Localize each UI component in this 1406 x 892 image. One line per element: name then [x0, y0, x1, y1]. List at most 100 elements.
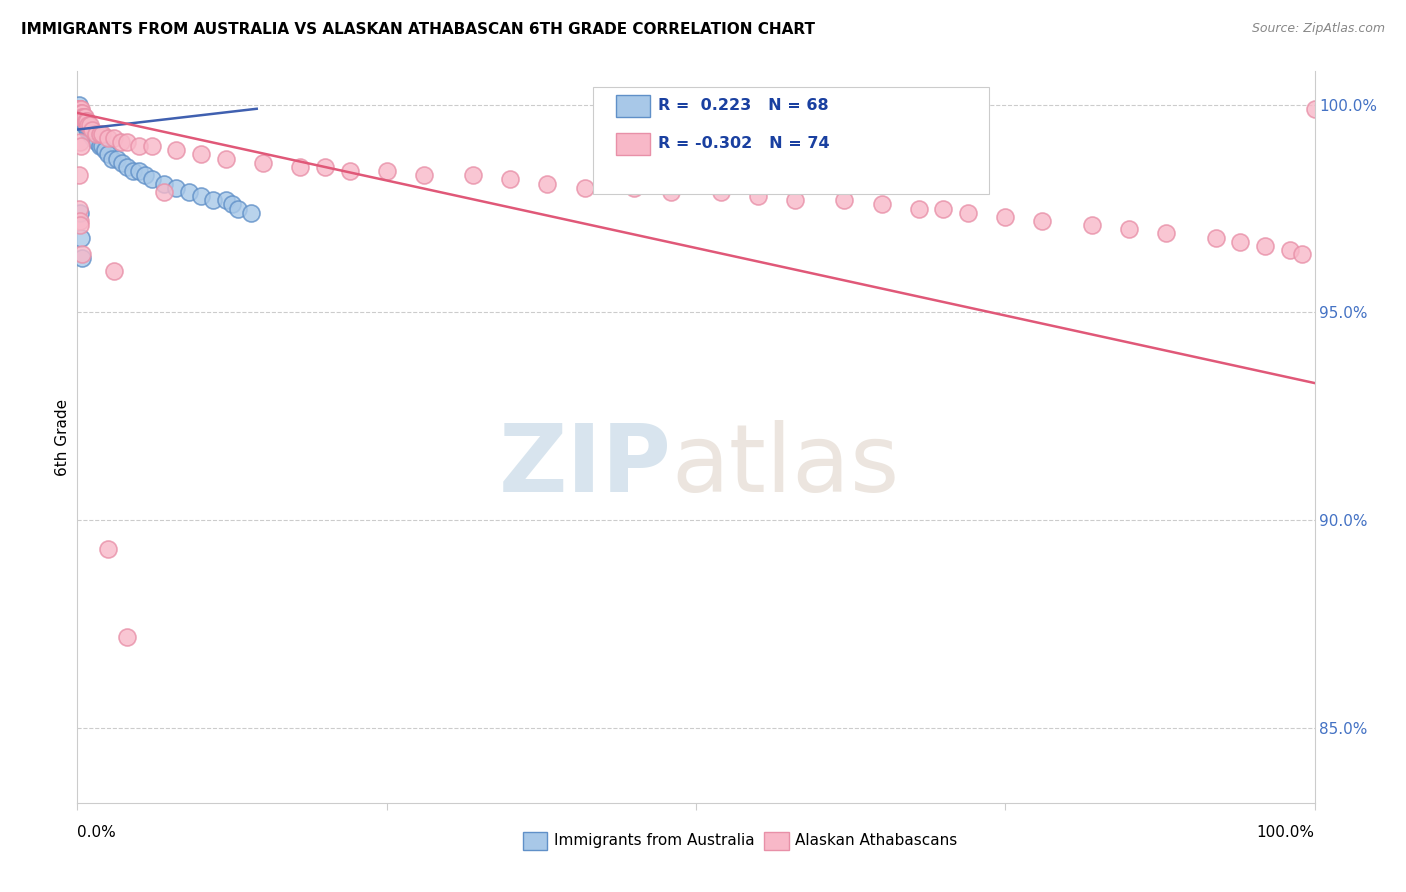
- Point: [73, 110, 96, 124]
- Point: [70, 110, 93, 124]
- Point: [76, 122, 98, 136]
- Point: [1154, 227, 1177, 241]
- Point: [72, 110, 94, 124]
- Text: Alaskan Athabascans: Alaskan Athabascans: [794, 833, 957, 848]
- Point: [69, 102, 91, 116]
- Point: [165, 180, 187, 194]
- Point: [72, 252, 94, 266]
- Point: [141, 172, 163, 186]
- Point: [77, 122, 100, 136]
- Point: [957, 205, 980, 219]
- Point: [70, 110, 93, 124]
- Text: Immigrants from Australia: Immigrants from Australia: [554, 833, 754, 848]
- Point: [907, 202, 929, 216]
- Text: Source: ZipAtlas.com: Source: ZipAtlas.com: [1251, 22, 1385, 36]
- Point: [165, 144, 187, 158]
- Point: [69, 114, 91, 128]
- Point: [314, 160, 336, 174]
- Text: R =  0.223   N = 68: R = 0.223 N = 68: [658, 98, 828, 113]
- Point: [72, 114, 94, 128]
- Point: [69, 102, 91, 116]
- Point: [932, 202, 955, 216]
- Point: [1303, 102, 1326, 116]
- Point: [67, 168, 90, 182]
- Point: [72, 106, 94, 120]
- Point: [69, 214, 91, 228]
- Point: [1081, 218, 1104, 232]
- Point: [69, 106, 91, 120]
- Point: [834, 193, 856, 207]
- Point: [128, 139, 150, 153]
- Point: [69, 102, 91, 116]
- Point: [82, 127, 104, 141]
- Point: [80, 127, 103, 141]
- Y-axis label: 6th Grade: 6th Grade: [55, 399, 70, 475]
- Point: [536, 177, 558, 191]
- Point: [75, 119, 97, 133]
- Point: [1118, 222, 1140, 236]
- Point: [115, 135, 138, 149]
- Point: [67, 102, 90, 116]
- Point: [67, 106, 90, 120]
- Point: [67, 202, 90, 216]
- Point: [73, 114, 96, 128]
- Point: [339, 164, 361, 178]
- Point: [103, 264, 125, 278]
- Point: [1229, 235, 1251, 249]
- Point: [67, 110, 90, 124]
- Point: [288, 160, 311, 174]
- Point: [72, 247, 94, 261]
- Point: [70, 102, 93, 116]
- Point: [202, 193, 225, 207]
- Point: [239, 205, 262, 219]
- Point: [103, 131, 125, 145]
- Point: [128, 164, 150, 178]
- Point: [79, 127, 101, 141]
- Point: [82, 122, 104, 136]
- Point: [91, 139, 114, 153]
- Point: [72, 114, 94, 128]
- Bar: [523, 832, 547, 850]
- Point: [215, 152, 238, 166]
- Point: [72, 110, 94, 124]
- Point: [72, 110, 94, 124]
- Point: [76, 114, 98, 128]
- Point: [226, 202, 249, 216]
- Text: 100.0%: 100.0%: [1257, 825, 1315, 839]
- Point: [69, 218, 91, 232]
- Point: [84, 131, 107, 145]
- Bar: [616, 133, 650, 154]
- Point: [77, 119, 100, 133]
- Point: [1254, 239, 1277, 253]
- Point: [110, 135, 132, 149]
- Point: [659, 185, 682, 199]
- Point: [72, 114, 94, 128]
- Point: [215, 193, 238, 207]
- Point: [177, 185, 200, 199]
- Point: [82, 131, 104, 145]
- Point: [97, 147, 120, 161]
- Point: [70, 114, 93, 128]
- Point: [122, 164, 145, 178]
- Point: [870, 197, 893, 211]
- Point: [89, 127, 111, 141]
- Point: [1205, 230, 1227, 244]
- Point: [67, 110, 90, 124]
- Point: [67, 102, 90, 116]
- Point: [75, 114, 97, 128]
- Point: [710, 185, 733, 199]
- Point: [1291, 247, 1313, 261]
- Point: [97, 542, 120, 557]
- Point: [153, 177, 176, 191]
- Point: [221, 197, 243, 211]
- Bar: [616, 95, 650, 117]
- Point: [72, 110, 94, 124]
- Point: [70, 106, 93, 120]
- Point: [70, 110, 93, 124]
- Point: [91, 127, 114, 141]
- Point: [499, 172, 522, 186]
- Point: [115, 160, 138, 174]
- Text: IMMIGRANTS FROM AUSTRALIA VS ALASKAN ATHABASCAN 6TH GRADE CORRELATION CHART: IMMIGRANTS FROM AUSTRALIA VS ALASKAN ATH…: [21, 22, 815, 37]
- Point: [69, 205, 91, 219]
- Point: [72, 110, 94, 124]
